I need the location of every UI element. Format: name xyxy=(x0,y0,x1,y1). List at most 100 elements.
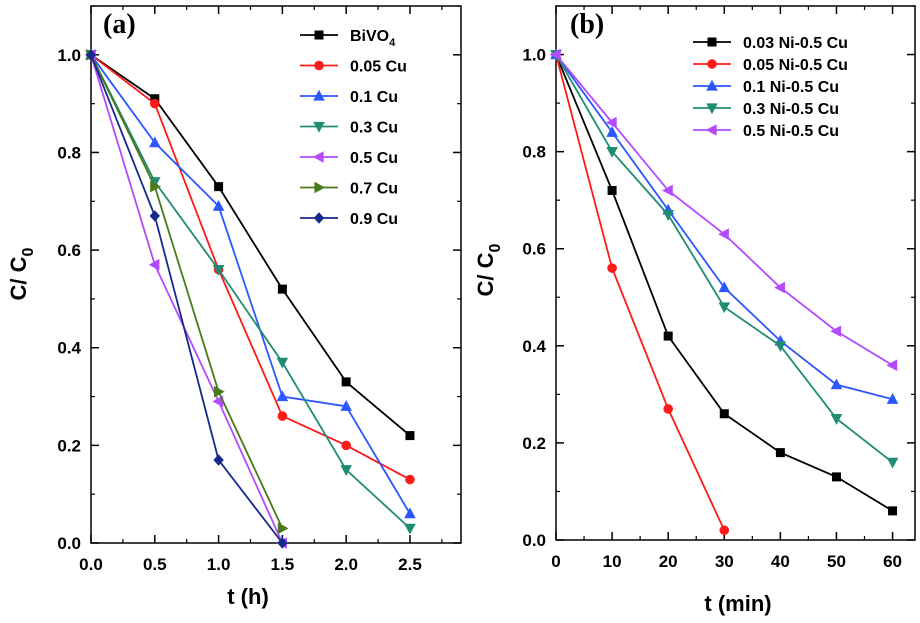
series-0-9-cu-point xyxy=(213,454,224,466)
series-0-5-ni-0-5-cu-point xyxy=(661,184,673,197)
x-tick-label: 50 xyxy=(827,552,846,571)
series-0-3-ni-0-5-cu-point xyxy=(830,414,843,425)
series-0-3-cu-point xyxy=(340,465,352,476)
legend-entry: 0.3 Ni-0.5 Cu xyxy=(693,101,839,118)
legend-label-text: 0.3 Ni-0.5 Cu xyxy=(743,101,839,118)
series-0-1-ni-0-5-cu-point xyxy=(718,281,731,293)
y-tick-label: 0.8 xyxy=(522,143,546,162)
legend-label-text: 0.05 Ni-0.5 Cu xyxy=(743,57,848,74)
x-tick-label: 30 xyxy=(715,552,734,571)
series-0-5-ni-0-5-cu-point xyxy=(605,116,617,129)
legend-entry: 0.05 Cu xyxy=(300,59,407,76)
y-tick-label: 0.4 xyxy=(522,337,546,356)
series-0-05-ni-0-5-cu-point xyxy=(663,404,673,414)
series-0-03-ni-0-5-cu-point xyxy=(831,472,841,482)
series-0-5-cu-line xyxy=(90,54,284,544)
legend-entry: BiVO4 xyxy=(300,28,396,49)
legend-label: 0.1 Cu xyxy=(350,89,398,106)
legend-label-text: 0.9 Cu xyxy=(350,211,398,228)
series-0-1-ni-0-5-cu-point xyxy=(886,393,899,404)
legend-entry: 0.5 Ni-0.5 Cu xyxy=(693,123,839,140)
panel-b: 0 10 20 30 40 50 60 0.0 0.2 0.4 0.6 0.8 1.0 t (min) C/… xyxy=(473,5,916,616)
legend-marker xyxy=(314,181,326,194)
legend-label-text: 0.05 Cu xyxy=(350,59,407,76)
series-0-1-cu-line xyxy=(90,54,411,515)
series-0-1-ni-0-5-cu-point xyxy=(606,126,618,137)
legend-label-text: BiVO xyxy=(350,28,389,45)
series-0-9-cu-point xyxy=(85,49,97,61)
plot-frame xyxy=(555,5,916,541)
y-axis-title: C/ C0 xyxy=(473,243,504,296)
series-0-5-ni-0-5-cu-point xyxy=(549,48,561,61)
series-0-5-cu-point xyxy=(212,395,224,408)
series-0-1-cu-point xyxy=(340,400,352,411)
series-0-3-ni-0-5-cu-point xyxy=(886,457,899,469)
legend-label-text: 0.1 Ni-0.5 Cu xyxy=(743,79,839,96)
y-axis-title-sub: 0 xyxy=(487,243,504,252)
series-0-05-cu-point xyxy=(277,411,288,421)
series-0-05-cu-line xyxy=(90,54,411,481)
legend-label: 0.3 Ni-0.5 Cu xyxy=(743,101,839,118)
y-tick-label: 0.6 xyxy=(57,241,81,260)
series-0-1-cu-point xyxy=(148,136,161,148)
series-0-7-cu-point xyxy=(277,522,289,535)
series-0-1-cu-point xyxy=(212,199,225,211)
series-0-7-cu-point xyxy=(213,385,225,398)
series-0-03-ni-0-5-cu-point xyxy=(607,185,617,195)
legend-marker xyxy=(313,212,325,224)
series-0-5-ni-0-5-cu-point xyxy=(774,281,785,294)
y-tick-label: 0.2 xyxy=(57,436,81,455)
legend-marker xyxy=(313,89,325,101)
legend-marker xyxy=(314,60,324,71)
y-tick-label: 0.8 xyxy=(57,143,81,162)
x-tick-label: 40 xyxy=(771,552,790,571)
x-tick-label: 1.0 xyxy=(207,555,231,574)
legend-entry: 0.1 Ni-0.5 Cu xyxy=(693,79,839,96)
legend-entry: 0.7 Cu xyxy=(300,181,398,198)
series-0-9-cu xyxy=(85,49,288,549)
series-0-5-cu-point xyxy=(148,258,160,271)
series-0-05-ni-0-5-cu xyxy=(551,49,730,536)
legend-label: BiVO4 xyxy=(350,28,396,49)
series-0-9-cu-point xyxy=(149,210,160,222)
series-0-03-ni-0-5-cu-point xyxy=(663,331,673,341)
x-tick-label: 60 xyxy=(883,552,902,571)
series-bivo4 xyxy=(86,50,415,441)
series-0-03-ni-0-5-cu-point xyxy=(888,506,898,516)
series-0-1-ni-0-5-cu-line xyxy=(555,54,893,401)
legend-label-text: 0.7 Cu xyxy=(350,181,398,198)
legend-marker xyxy=(314,30,324,40)
y-tick-label: 1.0 xyxy=(522,46,546,65)
series-0-5-ni-0-5-cu-point xyxy=(718,228,729,240)
y-axis-title-main: C/ C xyxy=(473,252,498,296)
x-tick-label: 2.5 xyxy=(398,555,422,574)
legend-entry: 0.05 Ni-0.5 Cu xyxy=(693,57,848,74)
legend-label-text: 0.3 Cu xyxy=(350,120,398,137)
legend-label: 0.1 Ni-0.5 Cu xyxy=(743,79,839,96)
legend-label-text: 0.03 Ni-0.5 Cu xyxy=(743,35,848,52)
legend-label-text: 0.1 Cu xyxy=(350,89,398,106)
series-bivo4-point xyxy=(214,182,224,192)
series-0-1-ni-0-5-cu-point xyxy=(830,378,843,390)
series-0-03-ni-0-5-cu-point xyxy=(719,409,729,419)
legend-label: 0.5 Cu xyxy=(350,150,398,167)
series-0-1-cu-point xyxy=(404,507,416,519)
series-bivo4-point xyxy=(277,284,287,294)
x-axis-title: t (min) xyxy=(704,591,771,616)
x-tick-label: 10 xyxy=(603,552,622,571)
series-0-3-cu-point xyxy=(212,265,225,276)
legend-label: 0.03 Ni-0.5 Cu xyxy=(743,35,848,52)
legend-label: 0.05 Cu xyxy=(350,59,407,76)
series-0-1-cu-point xyxy=(276,390,289,402)
legend-marker xyxy=(705,124,717,136)
legend-label: 0.9 Cu xyxy=(350,211,398,228)
legend-label: 0.3 Cu xyxy=(350,120,398,137)
x-tick-label: 20 xyxy=(659,552,678,571)
legend-label: 0.7 Cu xyxy=(350,181,398,198)
series-bivo4-point xyxy=(150,94,160,104)
legend-label-text: 0.5 Ni-0.5 Cu xyxy=(743,123,839,140)
panel-a: 0.0 0.5 1.0 1.5 2.0 2.5 0.0 0.2 0.4 0.6 0.8 1.0 t (h… xyxy=(6,5,462,609)
series-0-7-cu-point xyxy=(150,180,161,193)
series-0-5-ni-0-5-cu-point xyxy=(886,359,898,372)
